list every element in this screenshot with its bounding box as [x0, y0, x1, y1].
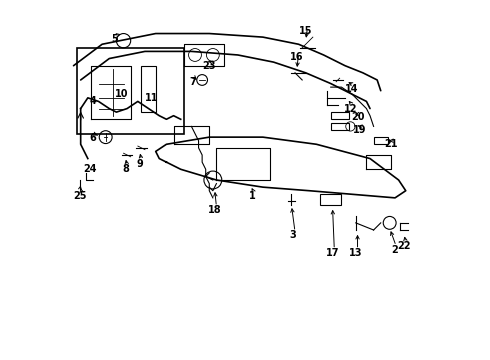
Text: 10: 10 [115, 89, 128, 99]
Text: 17: 17 [326, 248, 339, 258]
Text: 14: 14 [345, 84, 359, 94]
Text: 23: 23 [202, 61, 216, 71]
Text: 4: 4 [90, 96, 97, 107]
Text: 3: 3 [290, 230, 296, 240]
Text: 11: 11 [146, 93, 159, 103]
Text: 1: 1 [249, 191, 255, 201]
Text: 2: 2 [391, 245, 398, 255]
Text: 7: 7 [190, 77, 196, 87]
Text: 25: 25 [73, 191, 87, 201]
Text: 6: 6 [90, 133, 97, 143]
Text: 21: 21 [385, 139, 398, 149]
Text: 16: 16 [290, 52, 303, 62]
Text: 5: 5 [111, 34, 118, 44]
Text: 13: 13 [349, 248, 363, 258]
Text: 19: 19 [353, 125, 366, 135]
Text: 9: 9 [136, 159, 143, 169]
Text: 24: 24 [83, 164, 97, 174]
Text: 15: 15 [299, 26, 313, 36]
Text: 22: 22 [397, 241, 411, 251]
Text: 18: 18 [208, 205, 221, 215]
Text: 8: 8 [122, 164, 129, 174]
Text: 12: 12 [343, 104, 357, 113]
Text: 20: 20 [351, 112, 364, 122]
